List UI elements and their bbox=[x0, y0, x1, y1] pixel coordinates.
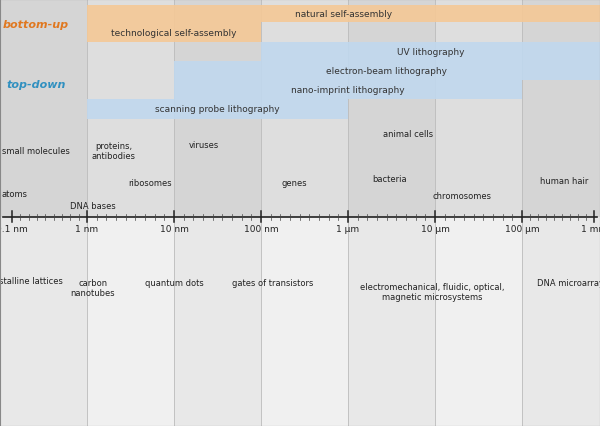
Bar bbox=[87, 100, 348, 119]
Bar bbox=[174, 62, 600, 81]
Text: DNA bases: DNA bases bbox=[70, 201, 116, 211]
Text: 1 nm: 1 nm bbox=[76, 225, 98, 234]
Text: bacteria: bacteria bbox=[373, 174, 407, 184]
Text: carbon
nanotubes: carbon nanotubes bbox=[71, 278, 115, 297]
Bar bbox=[435, 0, 522, 217]
Text: genes: genes bbox=[281, 178, 307, 188]
Bar bbox=[174, 217, 261, 426]
Bar bbox=[261, 43, 600, 62]
Text: 10 μm: 10 μm bbox=[421, 225, 449, 234]
Bar bbox=[261, 0, 348, 217]
Text: crystalline lattices: crystalline lattices bbox=[0, 276, 62, 286]
Text: small molecules: small molecules bbox=[2, 147, 70, 156]
Text: DNA microarrays: DNA microarrays bbox=[538, 279, 600, 288]
Bar bbox=[0, 217, 87, 426]
Bar bbox=[0, 0, 87, 217]
Bar bbox=[87, 0, 174, 217]
Text: proteins,
antibodies: proteins, antibodies bbox=[92, 141, 136, 161]
Text: 100 nm: 100 nm bbox=[244, 225, 278, 234]
Bar bbox=[0, 217, 600, 426]
Text: 100 μm: 100 μm bbox=[505, 225, 539, 234]
Bar bbox=[522, 217, 600, 426]
Text: technological self-assembly: technological self-assembly bbox=[111, 29, 237, 37]
Text: animal cells: animal cells bbox=[383, 130, 433, 139]
Text: UV lithography: UV lithography bbox=[397, 48, 464, 57]
Bar bbox=[522, 0, 600, 217]
Text: electron-beam lithography: electron-beam lithography bbox=[326, 67, 448, 76]
Text: 1 μm: 1 μm bbox=[337, 225, 359, 234]
Text: ribosomes: ribosomes bbox=[128, 178, 172, 188]
Bar bbox=[435, 217, 522, 426]
Text: human hair: human hair bbox=[540, 176, 588, 186]
Bar bbox=[174, 0, 261, 217]
Bar bbox=[348, 0, 435, 217]
Bar bbox=[348, 217, 435, 426]
Text: bottom-up: bottom-up bbox=[3, 20, 69, 30]
Text: 10 nm: 10 nm bbox=[160, 225, 188, 234]
Text: 1 mm: 1 mm bbox=[581, 225, 600, 234]
Text: atoms: atoms bbox=[2, 189, 28, 199]
Text: scanning probe lithography: scanning probe lithography bbox=[155, 105, 280, 114]
Bar bbox=[174, 81, 522, 100]
Text: chromosomes: chromosomes bbox=[433, 191, 491, 201]
Bar bbox=[87, 23, 261, 43]
Text: natural self-assembly: natural self-assembly bbox=[295, 10, 392, 20]
Text: top-down: top-down bbox=[7, 80, 65, 90]
Bar bbox=[87, 217, 174, 426]
Text: electromechanical, fluidic, optical,
magnetic microsystems: electromechanical, fluidic, optical, mag… bbox=[360, 282, 504, 302]
Bar bbox=[0, 0, 600, 217]
Text: viruses: viruses bbox=[189, 140, 219, 150]
Text: gates of transistors: gates of transistors bbox=[232, 279, 314, 288]
Text: nano-imprint lithography: nano-imprint lithography bbox=[291, 86, 405, 95]
Text: quantum dots: quantum dots bbox=[145, 279, 203, 288]
Bar bbox=[87, 6, 600, 23]
Text: 0.1 nm: 0.1 nm bbox=[0, 225, 28, 234]
Bar bbox=[261, 217, 348, 426]
